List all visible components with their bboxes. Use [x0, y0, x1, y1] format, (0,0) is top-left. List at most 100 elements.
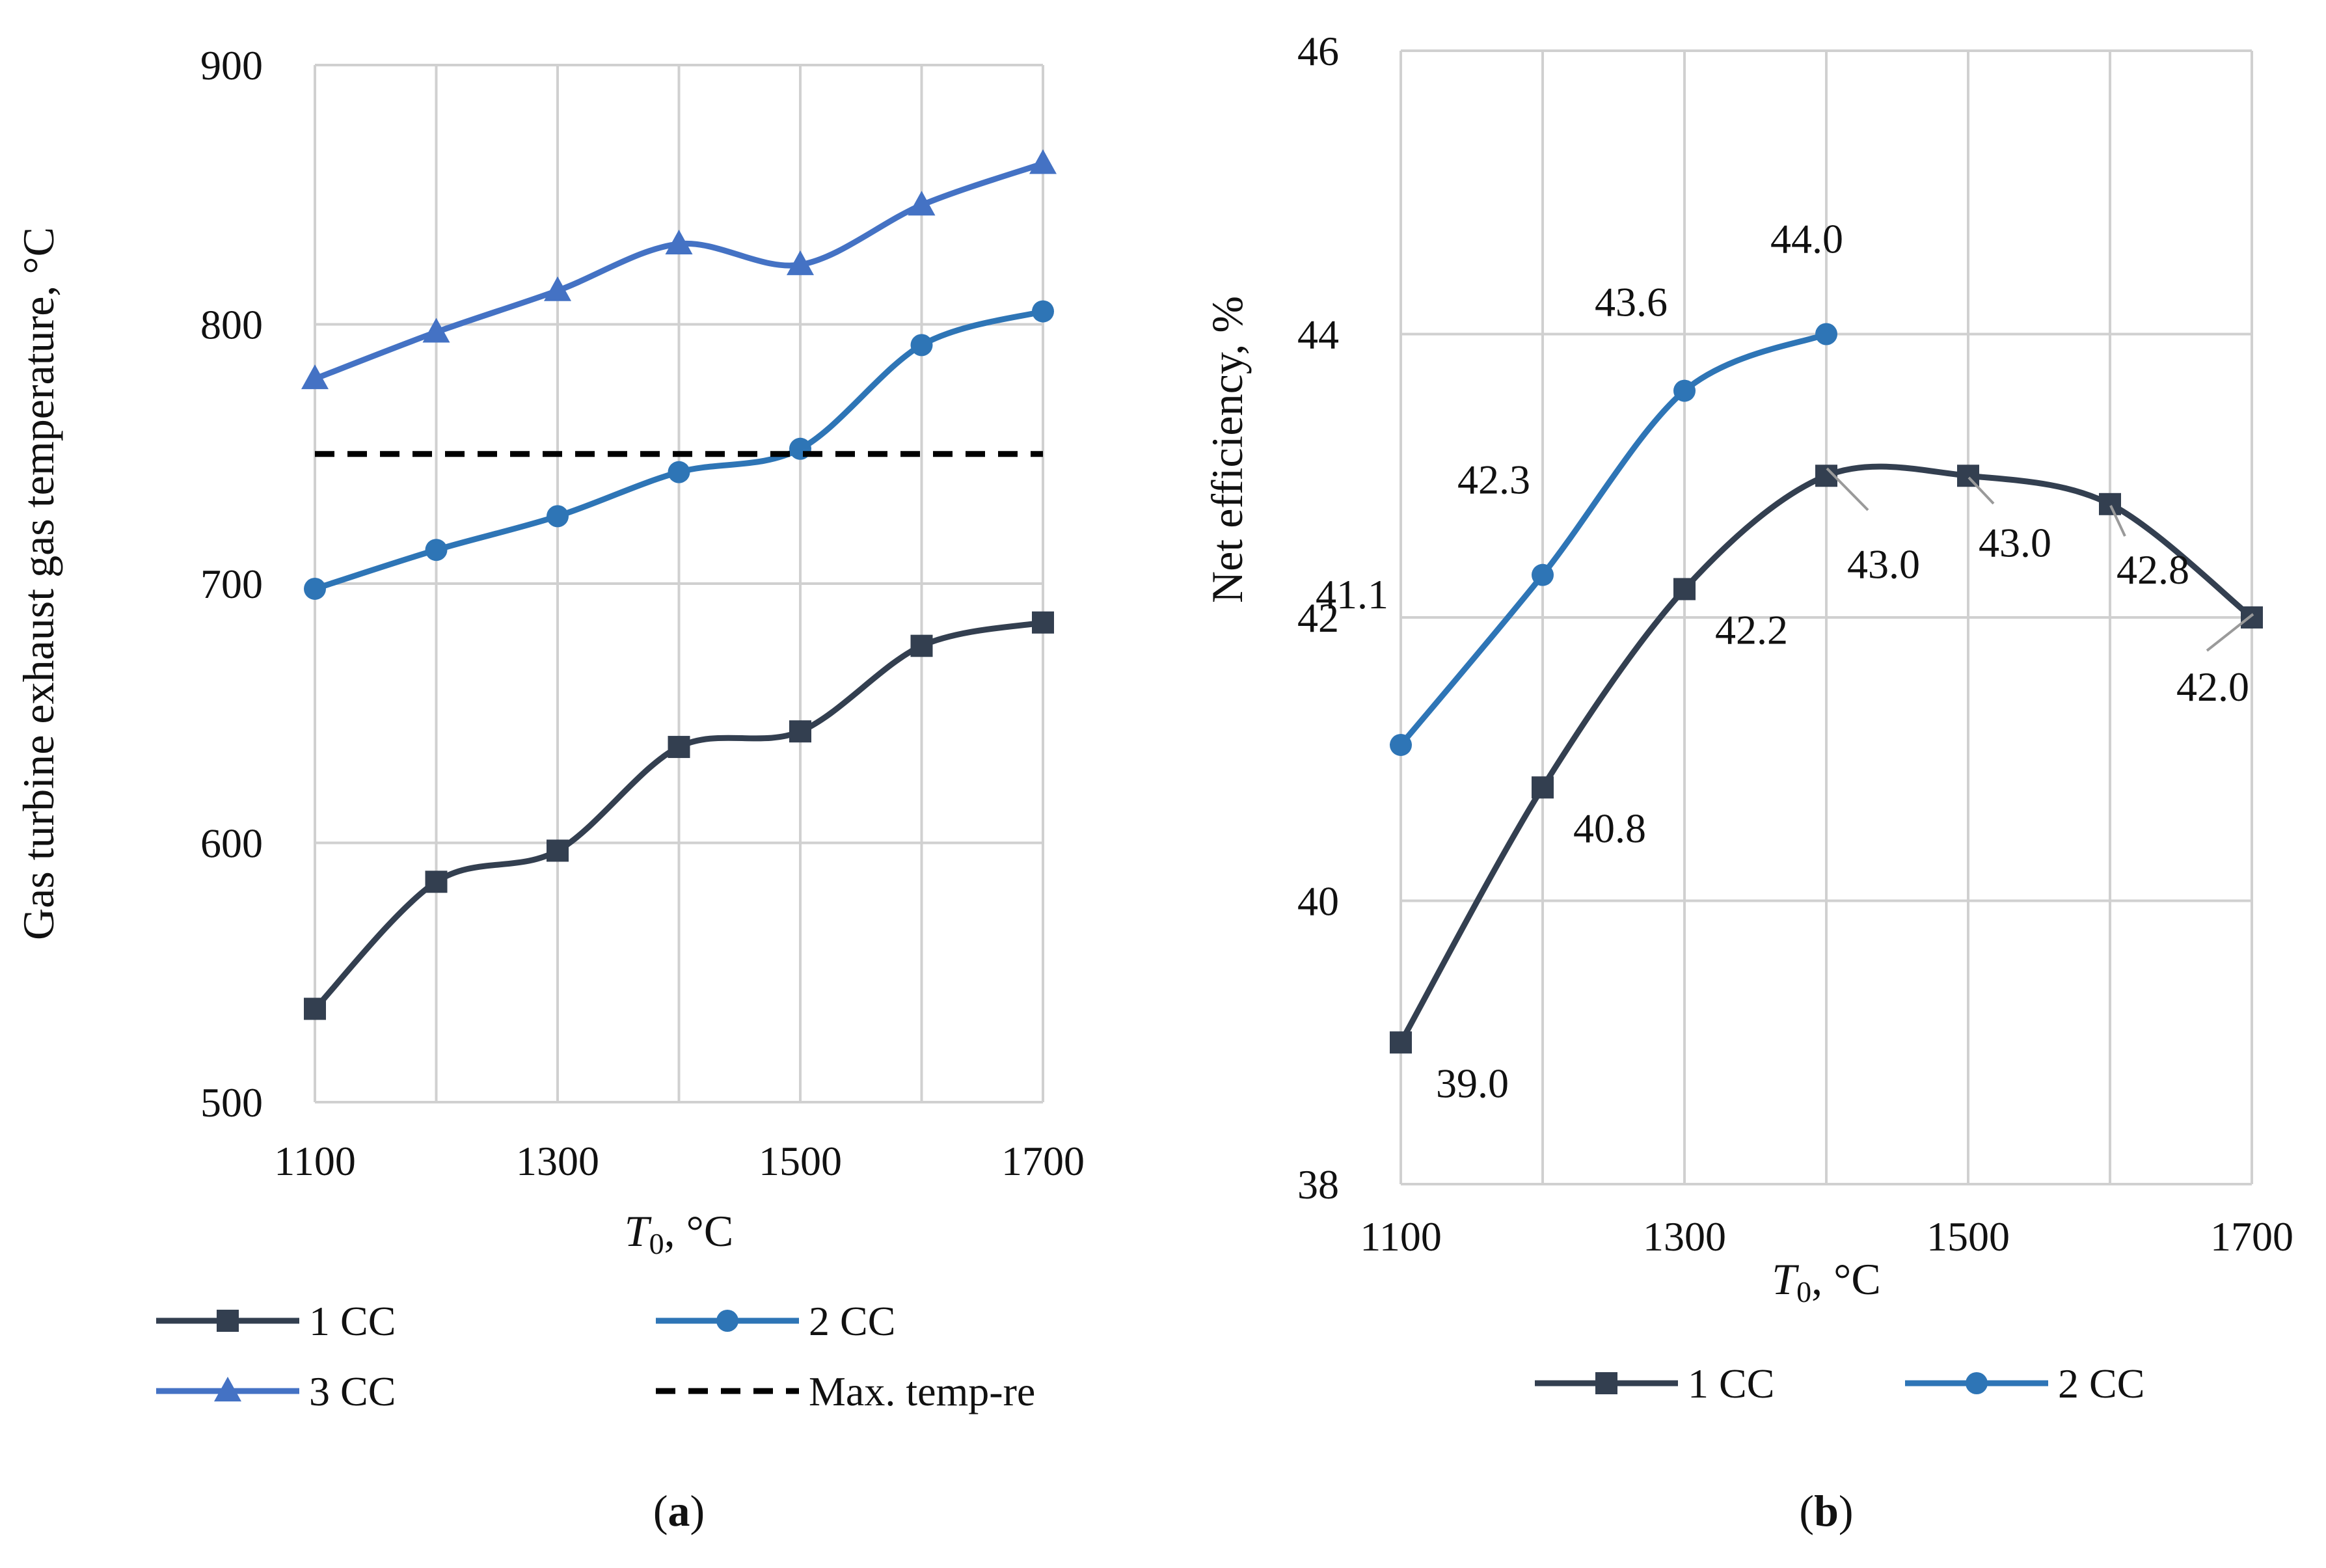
x-axis-label: T0, °C [1772, 1254, 1880, 1308]
legend-marker [217, 1310, 239, 1332]
panel-caption: (b) [1799, 1486, 1853, 1535]
data-point [787, 250, 814, 275]
series-3-cc [301, 149, 1057, 390]
y-axis-label: Net efficiency, % [1202, 296, 1252, 603]
data-label: 43.6 [1595, 279, 1668, 325]
data-point [1390, 1031, 1412, 1054]
caption-open: ( [1799, 1486, 1814, 1535]
data-label: 42.2 [1715, 606, 1788, 653]
data-label: 42.3 [1457, 457, 1530, 503]
caption-close: ) [1839, 1486, 1854, 1535]
data-label: 39.0 [1436, 1060, 1509, 1106]
legend-entry: 2 CC [1905, 1360, 2144, 1407]
caption-close: ) [690, 1486, 705, 1535]
data-point [304, 577, 326, 600]
x-tick-label: 1700 [2210, 1213, 2293, 1260]
legend-marker [1595, 1372, 1617, 1394]
data-point [2099, 493, 2121, 515]
legend-entry: Max. temp-re [656, 1368, 1035, 1414]
data-point [425, 871, 448, 893]
data-point [789, 720, 811, 743]
series-1-cc [1390, 463, 2263, 1054]
panel-caption: (a) [653, 1486, 705, 1535]
legend-label: 2 CC [2058, 1360, 2144, 1407]
data-point [1029, 149, 1057, 174]
data-point [910, 334, 933, 357]
series-line [1398, 331, 1828, 747]
y-tick-label: 46 [1297, 28, 1339, 74]
data-point [304, 997, 326, 1020]
data-label: 43.0 [1979, 519, 2051, 565]
caption-open: ( [653, 1486, 668, 1535]
y-tick-label: 38 [1297, 1161, 1339, 1208]
caption-letter: b [1814, 1486, 1839, 1535]
y-tick-label: 800 [200, 302, 263, 348]
data-label: 40.8 [1573, 805, 1646, 851]
data-label: 43.0 [1847, 541, 1920, 587]
data-point [1532, 563, 1554, 586]
data-label: 44.0 [1770, 216, 1843, 262]
data-point [547, 839, 569, 862]
data-point [668, 461, 690, 483]
x-axis-label: T0, °C [625, 1206, 733, 1260]
data-point [1815, 323, 1837, 345]
x-axis-label-sub: 0 [1796, 1275, 1811, 1308]
data-point [1390, 733, 1412, 756]
data-point [2241, 606, 2263, 629]
series-1-cc [304, 611, 1054, 1020]
legend-label: 1 CC [309, 1298, 396, 1344]
data-point [1032, 300, 1054, 323]
legend-entry: 3 CC [156, 1368, 396, 1414]
x-tick-label: 1100 [274, 1138, 356, 1184]
x-tick-label: 1300 [1643, 1213, 1726, 1260]
chart-panel-b: 38 40 42 44 46 1100 1300 1500 1700 Net efficiency… [1202, 28, 2293, 1535]
x-axis-label-unit: , °C [664, 1206, 734, 1256]
legend-entry: 2 CC [656, 1298, 895, 1344]
x-tick-label: 1500 [1927, 1213, 2010, 1260]
data-point [301, 364, 329, 390]
data-point [547, 505, 569, 528]
legend-entry: 1 CC [156, 1298, 396, 1344]
y-tick-label: 900 [200, 42, 263, 88]
data-point [665, 229, 693, 254]
series-2-cc [304, 300, 1054, 600]
y-tick-label: 42 [1297, 595, 1339, 641]
data-point [425, 539, 448, 561]
x-tick-label: 1700 [1001, 1138, 1085, 1184]
x-tick-label: 1300 [516, 1138, 599, 1184]
data-label: 42.8 [2116, 547, 2189, 593]
y-tick-label: 40 [1297, 878, 1339, 925]
data-point [1673, 379, 1696, 402]
x-tick-label: 1500 [759, 1138, 842, 1184]
data-label: 41.1 [1316, 571, 1388, 617]
data-point [1032, 611, 1054, 634]
chart-panel-a: 500 600 700 800 900 1100 1300 1500 1700 Gas turbi… [14, 42, 1085, 1535]
data-point [1673, 578, 1696, 601]
y-tick-label: 600 [200, 820, 263, 867]
data-point [668, 736, 690, 759]
legend-marker [1966, 1372, 1988, 1394]
label-leader-line [1968, 476, 1995, 505]
series-2-cc [1390, 323, 1837, 756]
legend-label: 3 CC [309, 1368, 396, 1414]
legend-marker [214, 1377, 241, 1401]
data-point [910, 634, 933, 657]
y-tick-label: 500 [200, 1079, 263, 1126]
legend-label: 1 CC [1688, 1360, 1774, 1407]
data-point [1532, 776, 1554, 799]
legend-label: Max. temp-re [809, 1368, 1035, 1414]
legend-marker [716, 1310, 738, 1332]
data-point [908, 191, 936, 216]
y-tick-label: 700 [200, 561, 263, 607]
x-axis-label-sub: 0 [649, 1227, 664, 1260]
legend-label: 2 CC [809, 1298, 895, 1344]
y-axis-label: Gas turbine exhaust gas temperature, °C [14, 227, 63, 940]
x-axis-label-var: T [625, 1206, 652, 1256]
x-axis-label-unit: , °C [1811, 1254, 1881, 1304]
label-leader-line [2109, 505, 2126, 537]
label-leader-line [2206, 613, 2254, 652]
data-point [544, 276, 571, 301]
y-tick-label: 44 [1297, 312, 1339, 358]
caption-letter: a [668, 1486, 690, 1535]
